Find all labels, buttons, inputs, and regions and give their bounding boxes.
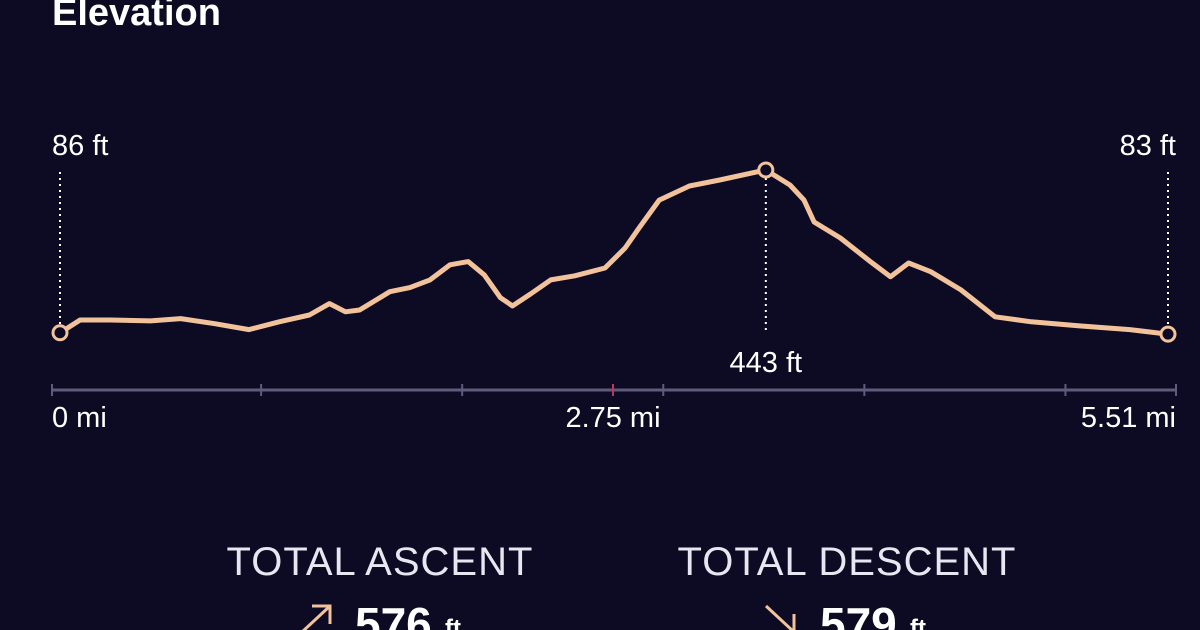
- stat-label: TOTAL ASCENT: [227, 540, 534, 584]
- elevation-line: [57, 167, 1171, 337]
- annotation-point: [1159, 325, 1177, 343]
- stat-unit: ft: [910, 615, 926, 630]
- stat-value: 579: [820, 598, 897, 630]
- x-tick-label: 0 mi: [52, 402, 107, 434]
- x-tick-label: 5.51 mi: [1081, 402, 1176, 434]
- descent-icon: [764, 604, 796, 630]
- annotation-point: [51, 324, 69, 342]
- annotation-point: [757, 161, 775, 179]
- stat-value: 576: [355, 598, 432, 630]
- annotation-label: 443 ft: [730, 347, 803, 379]
- x-tick-label: 2.75 mi: [565, 402, 660, 434]
- stat-label: TOTAL DESCENT: [678, 540, 1017, 584]
- annotation-label: 86 ft: [52, 130, 108, 162]
- stat-unit: ft: [445, 615, 461, 630]
- chart-title: Elevation: [52, 0, 221, 34]
- ascent-icon: [301, 604, 332, 630]
- annotation-label: 83 ft: [1120, 130, 1176, 162]
